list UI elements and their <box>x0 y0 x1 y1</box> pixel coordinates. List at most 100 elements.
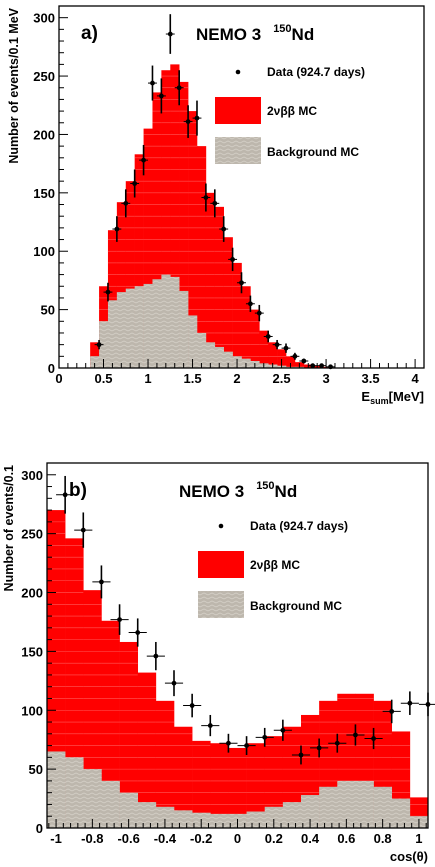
legend-data-label: Data (924.7 days) <box>250 519 348 533</box>
background-bar <box>83 769 102 828</box>
mc-bar <box>155 700 175 828</box>
x-tick-label: -0.6 <box>117 831 139 846</box>
y-tick-label: 250 <box>33 69 55 84</box>
y-tick-label: 250 <box>21 527 43 542</box>
mc-bar <box>101 620 120 828</box>
mc-bar <box>47 510 66 828</box>
background-bar <box>214 346 224 368</box>
data-point <box>256 310 262 316</box>
mc-bar <box>205 192 216 368</box>
mc-bar <box>161 70 171 369</box>
background-bar <box>161 274 171 368</box>
data-point <box>203 195 209 200</box>
background-bar <box>116 292 127 368</box>
data-point <box>135 630 141 635</box>
mc-bar <box>232 262 242 368</box>
mc-bar <box>228 747 247 828</box>
data-point <box>226 740 231 746</box>
x-axis-label-main: E <box>361 389 370 404</box>
background-bar <box>355 780 374 828</box>
data-point <box>158 93 164 99</box>
x-tick-label: 0 <box>234 831 241 846</box>
title-experiment: NEMO 3 <box>196 25 261 44</box>
background-bar <box>170 276 180 368</box>
background-bar <box>107 300 118 368</box>
x-tick-label: 3 <box>322 371 329 386</box>
data-point <box>117 617 122 622</box>
x-tick-label: -0.2 <box>190 831 212 846</box>
legend-mc-swatch <box>215 97 261 124</box>
data-point <box>194 115 200 121</box>
y-tick-label: 200 <box>21 586 43 601</box>
background-bar <box>152 279 162 368</box>
mc-bar <box>83 590 102 828</box>
x-tick-label: 0 <box>55 371 62 386</box>
data-point <box>265 334 271 339</box>
panel-b: -1 -0.8 -0.6 -0.4 -0.2 0 0.2 0.4 0.6 0.8 150100150… <box>2 462 435 864</box>
mc-bar <box>214 206 224 368</box>
background-bar <box>125 288 135 368</box>
legend-mc-label: 2νββ MC <box>250 558 300 572</box>
data-point <box>167 31 173 37</box>
x-tick-label: 2.5 <box>273 371 291 386</box>
background-bar <box>196 332 207 368</box>
title-experiment: NEMO 3 <box>179 482 244 501</box>
y-axis-label: Number of events/0.1 MeV <box>7 7 21 163</box>
data-point <box>185 119 191 125</box>
mc-bar <box>259 330 269 368</box>
background-bar <box>246 811 266 828</box>
data-point <box>262 734 268 740</box>
legend-bkg-swatch <box>215 137 261 164</box>
mc-bar <box>137 672 157 828</box>
background-bar <box>301 795 320 828</box>
mc-bar <box>179 81 189 368</box>
data-point <box>301 358 307 364</box>
background-bar <box>282 802 302 828</box>
mc-bar <box>277 349 287 368</box>
data-point <box>280 727 286 733</box>
mc-bar <box>119 641 139 828</box>
panel-label: b) <box>69 480 87 501</box>
data-point <box>221 226 227 232</box>
x-tick-label: -1 <box>50 831 62 846</box>
x-tick-label: 1 <box>144 371 151 386</box>
mc-bar <box>264 736 284 828</box>
background-bar <box>90 356 100 368</box>
x-tick-label: 3.5 <box>362 371 380 386</box>
data-point <box>114 226 120 232</box>
x-tick-label: -0.8 <box>81 831 103 846</box>
data-point <box>316 745 322 751</box>
data-point <box>283 345 289 351</box>
x-tick-label: 1 <box>415 831 422 846</box>
background-bar <box>337 780 356 828</box>
mc-bar <box>143 128 153 368</box>
data-point <box>150 80 155 86</box>
data-point <box>176 85 182 91</box>
data-point <box>298 752 304 758</box>
background-bar <box>391 798 411 828</box>
background-bar <box>99 321 109 368</box>
background-bar <box>101 780 120 828</box>
mc-bar <box>210 743 229 828</box>
legend-bkg-label: Background MC <box>250 599 342 613</box>
chart-title: NEMO 3 150Nd <box>179 480 297 501</box>
data-point <box>353 732 358 738</box>
mc-bar <box>286 356 296 368</box>
y-tick-label: 300 <box>33 11 55 26</box>
x-tick-label: 0.6 <box>337 831 355 846</box>
background-bar <box>137 802 157 828</box>
x-tick-label: 4 <box>411 371 419 386</box>
x-axis-label-main: cos(θ) <box>390 849 428 864</box>
panel-a: 0 0.5 1 1.5 2 2.5 3 3.5 4 50 100 150 200 250 300 0 Numbe… <box>7 5 425 406</box>
background-bar <box>155 806 175 828</box>
background-bar <box>319 786 338 828</box>
data-point <box>319 363 325 369</box>
x-tick-label: 0.5 <box>94 371 112 386</box>
legend-mc-swatch <box>198 551 244 578</box>
background-bar <box>188 315 198 368</box>
y-tick-label: 50 <box>29 762 43 777</box>
data-point <box>62 492 68 498</box>
data-point <box>123 200 129 206</box>
x-tick-label: 2 <box>233 371 240 386</box>
